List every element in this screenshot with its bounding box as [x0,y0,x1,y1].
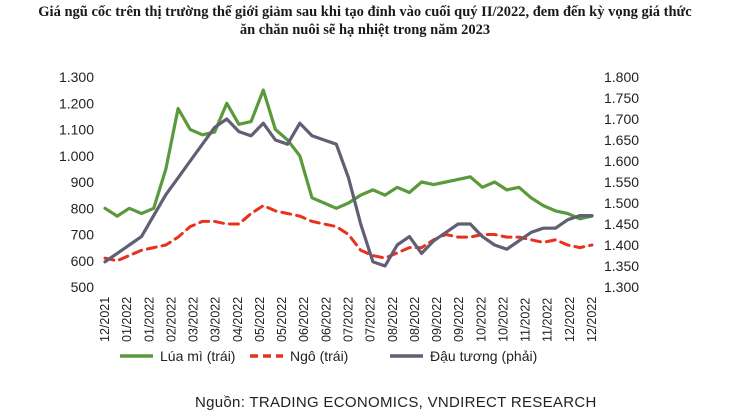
y-left-tick-label: 1.300 [59,69,94,85]
y-right-tick-label: 1.750 [604,90,639,106]
x-tick-label: 02/2022 [164,297,178,342]
y-left-tick-label: 800 [71,200,95,216]
y-left-tick-label: 1.000 [59,148,94,164]
x-tick-label: 12/2022 [563,297,577,342]
y-right-tick-label: 1.350 [604,258,639,274]
x-tick-label: 03/2022 [209,297,223,342]
x-tick-label: 12/2022 [585,297,599,342]
x-tick-label: 09/2022 [452,297,466,342]
y-right-tick-label: 1.450 [604,216,639,232]
source-note: Nguồn: TRADING ECONOMICS, VNDIRECT RESEA… [195,394,597,411]
y-right-tick-label: 1.600 [604,153,639,169]
x-tick-label: 04/2022 [231,297,245,342]
chart-title: Giá ngũ cốc trên thị trường thế giới giả… [0,3,730,39]
x-tick-label: 09/2022 [430,297,444,342]
series-line-soybean [103,117,594,268]
x-tick-label: 11/2022 [519,298,533,342]
legend-label-wheat: Lúa mì (trái) [160,348,235,364]
series-line-corn [103,204,594,263]
x-tick-label: 01/2022 [120,297,134,342]
y-left-tick-label: 700 [71,227,95,243]
x-tick-label: 10/2022 [496,297,510,342]
x-tick-label: 05/2022 [275,297,289,342]
y-right-tick-label: 1.700 [604,111,639,127]
legend-label-soybean: Đậu tương (phải) [430,348,537,364]
x-tick-label: 03/2022 [187,297,201,342]
x-tick-label: 01/2022 [142,297,156,342]
series-line-wheat [103,88,594,221]
y-left-tick-label: 1.200 [59,95,94,111]
y-right-tick-label: 1.550 [604,174,639,190]
x-tick-label: 11/2022 [541,298,555,342]
legend-label-corn: Ngô (trái) [290,348,348,364]
x-tick-label: 06/2022 [319,297,333,342]
x-tick-label: 10/2022 [474,297,488,342]
y-right-tick-label: 1.400 [604,237,639,253]
y-left-tick-label: 500 [71,279,95,295]
x-tick-label: 05/2022 [253,297,267,342]
grain-price-chart: 1.300 1.200 1.100 1.000 900 800 700 600 500 1.800… [59,69,639,364]
x-tick-label: 08/2022 [386,297,400,342]
y-right-tick-label: 1.800 [604,69,639,85]
y-left-tick-label: 600 [71,253,95,269]
x-tick-label: 07/2022 [364,297,378,342]
y-right-tick-label: 1.650 [604,132,639,148]
y-right-tick-label: 1.300 [604,279,639,295]
y-left-tick-label: 1.100 [59,122,94,138]
chart-title-line-1: Giá ngũ cốc trên thị trường thế giới giả… [38,4,692,20]
x-tick-label: 07/2022 [342,297,356,342]
x-tick-label: 06/2022 [297,297,311,342]
y-left-tick-label: 900 [71,174,95,190]
x-tick-label: 12/2021 [98,297,112,342]
y-right-tick-label: 1.500 [604,195,639,211]
x-tick-label: 08/2022 [408,297,422,342]
chart-title-line-2: ăn chăn nuôi sẽ hạ nhiệt trong năm 2023 [239,22,491,38]
